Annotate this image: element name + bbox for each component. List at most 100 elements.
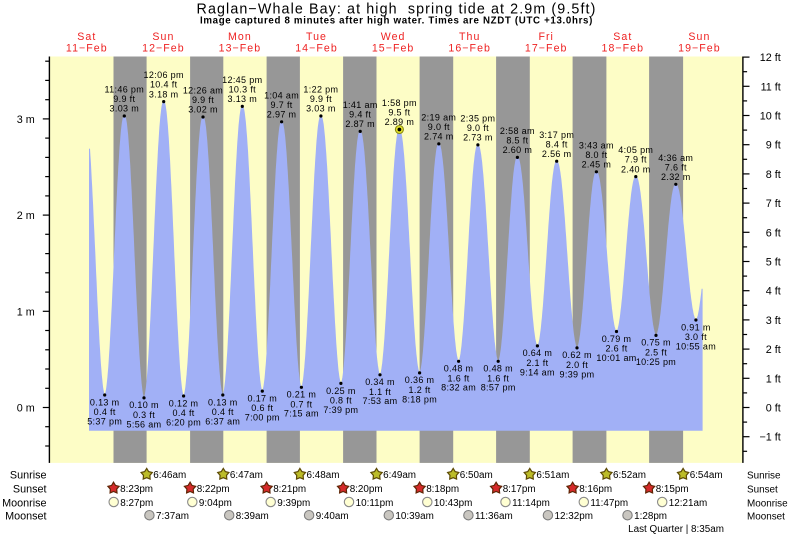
svg-text:7:39 pm: 7:39 pm <box>323 405 358 415</box>
svg-text:2.60 m: 2.60 m <box>503 145 533 155</box>
svg-text:2:19 am: 2:19 am <box>421 113 456 123</box>
svg-text:7:53 am: 7:53 am <box>363 396 398 406</box>
svg-text:5:37 pm: 5:37 pm <box>87 416 122 426</box>
svg-text:7:37am: 7:37am <box>156 511 189 522</box>
svg-text:7.9 ft: 7.9 ft <box>625 155 647 165</box>
svg-text:8:32 am: 8:32 am <box>441 383 476 393</box>
svg-text:Sat: Sat <box>613 31 632 43</box>
svg-text:1.6 ft: 1.6 ft <box>448 373 470 383</box>
svg-text:0.48 m: 0.48 m <box>483 364 513 374</box>
svg-text:1 m: 1 m <box>17 306 35 318</box>
svg-text:15−Feb: 15−Feb <box>372 42 415 54</box>
svg-text:0.64 m: 0.64 m <box>523 348 553 358</box>
svg-text:1.1 ft: 1.1 ft <box>369 387 391 397</box>
svg-text:Sunset: Sunset <box>13 484 47 496</box>
svg-text:18−Feb: 18−Feb <box>602 42 645 54</box>
svg-text:2 m: 2 m <box>17 210 35 222</box>
svg-text:2.74 m: 2.74 m <box>424 132 454 142</box>
svg-text:1.2 ft: 1.2 ft <box>409 385 431 395</box>
svg-text:Moonrise: Moonrise <box>747 498 788 509</box>
svg-text:0 ft: 0 ft <box>766 403 781 415</box>
svg-text:2.0 ft: 2.0 ft <box>566 360 588 370</box>
svg-text:14−Feb: 14−Feb <box>295 42 338 54</box>
svg-text:10:11pm: 10:11pm <box>356 498 394 509</box>
svg-text:0.25 m: 0.25 m <box>326 386 356 396</box>
svg-text:0.13 m: 0.13 m <box>90 397 120 407</box>
svg-text:Thu: Thu <box>459 31 480 43</box>
svg-text:2.87 m: 2.87 m <box>345 119 375 129</box>
svg-text:2.6 ft: 2.6 ft <box>605 344 627 354</box>
svg-text:12−Feb: 12−Feb <box>142 42 185 54</box>
svg-text:17−Feb: 17−Feb <box>525 42 568 54</box>
svg-text:12:45 pm: 12:45 pm <box>222 75 262 85</box>
svg-text:9.4 ft: 9.4 ft <box>349 110 371 120</box>
svg-text:0.8 ft: 0.8 ft <box>330 395 352 405</box>
svg-text:6:51am: 6:51am <box>536 470 569 481</box>
svg-text:Sun: Sun <box>688 31 710 43</box>
svg-text:Sat: Sat <box>77 31 96 43</box>
svg-text:11:36am: 11:36am <box>475 511 513 522</box>
svg-text:8.5 ft: 8.5 ft <box>506 136 528 146</box>
svg-text:11−Feb: 11−Feb <box>66 42 108 54</box>
svg-text:2.73 m: 2.73 m <box>463 133 493 143</box>
svg-text:8:21pm: 8:21pm <box>273 484 306 495</box>
svg-text:7.6 ft: 7.6 ft <box>665 162 687 172</box>
svg-text:−1 ft: −1 ft <box>759 432 780 444</box>
svg-text:10.3 ft: 10.3 ft <box>229 85 257 95</box>
svg-text:6:54am: 6:54am <box>690 470 723 481</box>
svg-text:Image captured 8 minutes after: Image captured 8 minutes after high wate… <box>200 16 593 27</box>
svg-text:3.13 m: 3.13 m <box>227 94 257 104</box>
svg-text:8:20pm: 8:20pm <box>350 484 383 495</box>
svg-text:10:39am: 10:39am <box>395 511 433 522</box>
svg-text:9.7 ft: 9.7 ft <box>271 100 293 110</box>
svg-text:2:58 am: 2:58 am <box>500 126 535 136</box>
svg-text:0.91 m: 0.91 m <box>681 322 711 332</box>
svg-text:9 ft: 9 ft <box>766 140 781 152</box>
svg-text:2.89 m: 2.89 m <box>385 117 415 127</box>
svg-text:2 ft: 2 ft <box>766 344 781 356</box>
svg-text:0.34 m: 0.34 m <box>365 377 395 387</box>
svg-text:Mon: Mon <box>228 31 252 43</box>
svg-text:13−Feb: 13−Feb <box>219 42 262 54</box>
svg-text:11:14pm: 11:14pm <box>512 498 550 509</box>
svg-text:12:32pm: 12:32pm <box>555 511 593 522</box>
svg-text:3.18 m: 3.18 m <box>149 89 179 99</box>
svg-text:9.9 ft: 9.9 ft <box>310 94 332 104</box>
svg-text:6:50am: 6:50am <box>460 470 493 481</box>
svg-text:10.4 ft: 10.4 ft <box>150 80 178 90</box>
svg-text:12 ft: 12 ft <box>760 52 781 64</box>
svg-text:0.62 m: 0.62 m <box>562 350 592 360</box>
svg-text:9.9 ft: 9.9 ft <box>113 94 135 104</box>
svg-text:8:27pm: 8:27pm <box>120 498 153 509</box>
svg-text:Raglan−Whale Bay: at high spr: Raglan−Whale Bay: at high spring tide at… <box>197 2 597 18</box>
svg-text:0.7 ft: 0.7 ft <box>290 399 312 409</box>
svg-text:Moonrise: Moonrise <box>2 497 46 509</box>
svg-text:3.03 m: 3.03 m <box>306 104 336 114</box>
svg-text:8:18 pm: 8:18 pm <box>402 394 437 404</box>
svg-text:3:43 am: 3:43 am <box>579 140 614 150</box>
svg-text:9:14 am: 9:14 am <box>520 367 555 377</box>
svg-text:2.97 m: 2.97 m <box>267 110 297 120</box>
svg-text:7:00 pm: 7:00 pm <box>245 413 280 423</box>
svg-text:8:57 pm: 8:57 pm <box>481 383 516 393</box>
svg-text:1 ft: 1 ft <box>766 373 781 385</box>
svg-text:6:46am: 6:46am <box>153 470 186 481</box>
svg-text:1:58 pm: 1:58 pm <box>382 98 417 108</box>
svg-text:2.56 m: 2.56 m <box>542 149 572 159</box>
svg-text:1:04 am: 1:04 am <box>264 90 299 100</box>
svg-text:16−Feb: 16−Feb <box>448 42 491 54</box>
svg-text:0.4 ft: 0.4 ft <box>94 407 116 417</box>
svg-text:1:22 pm: 1:22 pm <box>303 85 338 95</box>
svg-text:7:15 am: 7:15 am <box>284 409 319 419</box>
svg-text:9.5 ft: 9.5 ft <box>388 108 410 118</box>
svg-text:0.21 m: 0.21 m <box>287 390 317 400</box>
svg-text:3 m: 3 m <box>17 114 35 126</box>
svg-text:0.17 m: 0.17 m <box>247 393 277 403</box>
svg-text:Sunrise: Sunrise <box>747 471 781 482</box>
svg-text:1:41 am: 1:41 am <box>343 100 378 110</box>
svg-text:3.03 m: 3.03 m <box>109 104 139 114</box>
svg-text:9.9 ft: 9.9 ft <box>192 95 214 105</box>
svg-text:0.48 m: 0.48 m <box>444 364 474 374</box>
svg-text:10:25 pm: 10:25 pm <box>636 357 676 367</box>
svg-text:0.36 m: 0.36 m <box>405 375 435 385</box>
